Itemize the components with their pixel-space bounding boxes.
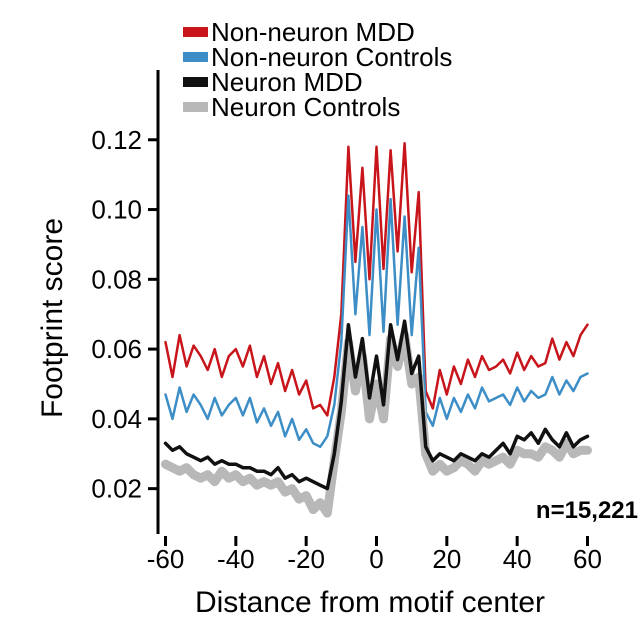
series-lines <box>161 142 592 518</box>
series-line-non-neuron-controls <box>164 194 589 449</box>
legend-label-neuron-mdd: Neuron MDD <box>211 67 363 97</box>
series-line-neuron-controls <box>161 330 592 518</box>
legend-swatch-non-neuron-controls <box>183 52 208 62</box>
legend-label-neuron-controls: Neuron Controls <box>211 92 400 122</box>
x-tick-label: -20 <box>287 544 325 574</box>
x-tick-label: 20 <box>432 544 461 574</box>
legend-label-non-neuron-controls: Non-neuron Controls <box>211 42 452 72</box>
y-tick-label: 0.06 <box>91 334 142 364</box>
y-tick-label: 0.02 <box>91 474 142 504</box>
x-axis-title: Distance from motif center <box>195 586 545 619</box>
y-tick-label: 0.12 <box>91 125 142 155</box>
y-axis-ticks: 0.02 0.04 0.06 0.08 0.10 0.12 <box>91 125 158 504</box>
legend-swatch-neuron-mdd <box>183 77 208 87</box>
y-tick-label: 0.08 <box>91 264 142 294</box>
series-line-non-neuron-mdd <box>164 142 589 417</box>
legend-swatch-non-neuron-mdd <box>183 27 208 37</box>
legend-swatch-neuron-controls <box>183 102 208 112</box>
x-tick-label: 40 <box>503 544 532 574</box>
series-line-neuron-mdd <box>163 319 590 491</box>
legend-label-non-neuron-mdd: Non-neuron MDD <box>211 17 415 47</box>
x-tick-label: -60 <box>147 544 185 574</box>
y-axis-title: Footprint score <box>36 218 69 418</box>
x-tick-label: 60 <box>573 544 602 574</box>
x-tick-label: -40 <box>217 544 255 574</box>
x-axis-ticks: -60 -40 -20 0 20 40 60 <box>147 536 602 574</box>
x-tick-label: 0 <box>369 544 383 574</box>
y-tick-label: 0.10 <box>91 195 142 225</box>
y-tick-label: 0.04 <box>91 404 142 434</box>
sample-size-annotation: n=15,221 <box>536 497 638 524</box>
